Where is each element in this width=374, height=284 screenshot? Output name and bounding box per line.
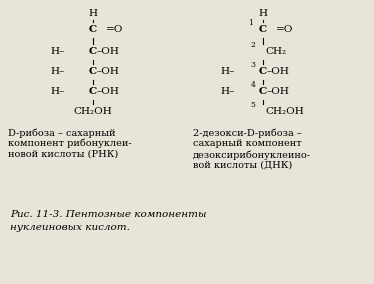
Text: Рис. 11-3. Пентозные компоненты: Рис. 11-3. Пентозные компоненты bbox=[10, 210, 206, 219]
Text: –OH: –OH bbox=[97, 87, 120, 97]
Text: CH₂OH: CH₂OH bbox=[265, 108, 304, 116]
Text: H–: H– bbox=[51, 87, 65, 97]
Text: C: C bbox=[259, 26, 267, 34]
Text: новой кислоты (РНК): новой кислоты (РНК) bbox=[8, 150, 118, 159]
Text: вой кислоты (ДНК): вой кислоты (ДНК) bbox=[193, 161, 292, 170]
Text: 2: 2 bbox=[251, 41, 255, 49]
Text: H–: H– bbox=[221, 87, 235, 97]
Text: =O: =O bbox=[276, 26, 294, 34]
Text: H: H bbox=[258, 9, 267, 18]
Text: C: C bbox=[89, 26, 97, 34]
Text: H–: H– bbox=[51, 68, 65, 76]
Text: C: C bbox=[259, 87, 267, 97]
Text: 3: 3 bbox=[251, 61, 255, 69]
Text: CH₂OH: CH₂OH bbox=[74, 108, 112, 116]
Text: 2-дезокси-D-рибоза –: 2-дезокси-D-рибоза – bbox=[193, 128, 302, 137]
Text: C: C bbox=[89, 87, 97, 97]
Text: нуклеиновых кислот.: нуклеиновых кислот. bbox=[10, 223, 130, 232]
Text: C: C bbox=[89, 68, 97, 76]
Text: CH₂: CH₂ bbox=[265, 47, 286, 57]
Text: сахарный компонент: сахарный компонент bbox=[193, 139, 301, 148]
Text: –OH: –OH bbox=[267, 68, 290, 76]
Text: –OH: –OH bbox=[267, 87, 290, 97]
Text: 4: 4 bbox=[251, 81, 255, 89]
Text: H–: H– bbox=[221, 68, 235, 76]
Text: –OH: –OH bbox=[97, 68, 120, 76]
Text: 1: 1 bbox=[249, 19, 254, 27]
Text: –OH: –OH bbox=[97, 47, 120, 57]
Text: C: C bbox=[89, 47, 97, 57]
Text: C: C bbox=[259, 68, 267, 76]
Text: 5: 5 bbox=[251, 101, 255, 109]
Text: компонент рибонуклеи-: компонент рибонуклеи- bbox=[8, 139, 132, 149]
Text: H: H bbox=[89, 9, 98, 18]
Text: =O: =O bbox=[106, 26, 124, 34]
Text: дезоксирибонуклеино-: дезоксирибонуклеино- bbox=[193, 150, 311, 160]
Text: H–: H– bbox=[51, 47, 65, 57]
Text: D-рибоза – сахарный: D-рибоза – сахарный bbox=[8, 128, 116, 137]
